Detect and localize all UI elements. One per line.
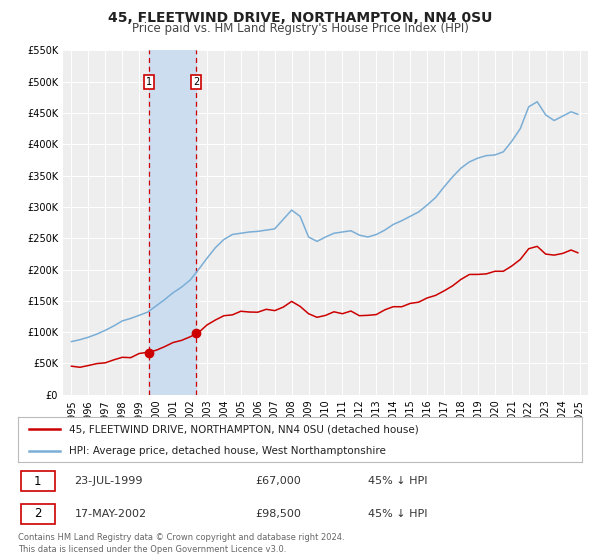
Text: 45, FLEETWIND DRIVE, NORTHAMPTON, NN4 0SU (detached house): 45, FLEETWIND DRIVE, NORTHAMPTON, NN4 0S… — [69, 424, 419, 435]
Text: 45% ↓ HPI: 45% ↓ HPI — [368, 509, 427, 519]
Text: 23-JUL-1999: 23-JUL-1999 — [74, 476, 143, 486]
Text: £67,000: £67,000 — [255, 476, 301, 486]
Text: 2: 2 — [34, 507, 41, 520]
Text: 2: 2 — [193, 77, 199, 87]
Text: 45, FLEETWIND DRIVE, NORTHAMPTON, NN4 0SU: 45, FLEETWIND DRIVE, NORTHAMPTON, NN4 0S… — [108, 11, 492, 25]
Text: Contains HM Land Registry data © Crown copyright and database right 2024.
This d: Contains HM Land Registry data © Crown c… — [18, 533, 344, 554]
Text: Price paid vs. HM Land Registry's House Price Index (HPI): Price paid vs. HM Land Registry's House … — [131, 22, 469, 35]
Text: 1: 1 — [145, 77, 152, 87]
Text: 45% ↓ HPI: 45% ↓ HPI — [368, 476, 427, 486]
Text: 1: 1 — [34, 475, 41, 488]
FancyBboxPatch shape — [21, 471, 55, 491]
Text: 17-MAY-2002: 17-MAY-2002 — [74, 509, 146, 519]
FancyBboxPatch shape — [21, 504, 55, 524]
Text: £98,500: £98,500 — [255, 509, 301, 519]
Text: HPI: Average price, detached house, West Northamptonshire: HPI: Average price, detached house, West… — [69, 446, 386, 456]
Bar — [149, 50, 196, 395]
